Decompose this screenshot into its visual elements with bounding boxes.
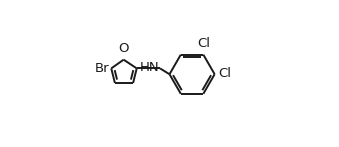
Text: O: O — [118, 42, 129, 55]
Text: HN: HN — [140, 61, 159, 75]
Text: Cl: Cl — [198, 37, 211, 50]
Text: Br: Br — [95, 62, 109, 75]
Text: Cl: Cl — [218, 67, 231, 80]
